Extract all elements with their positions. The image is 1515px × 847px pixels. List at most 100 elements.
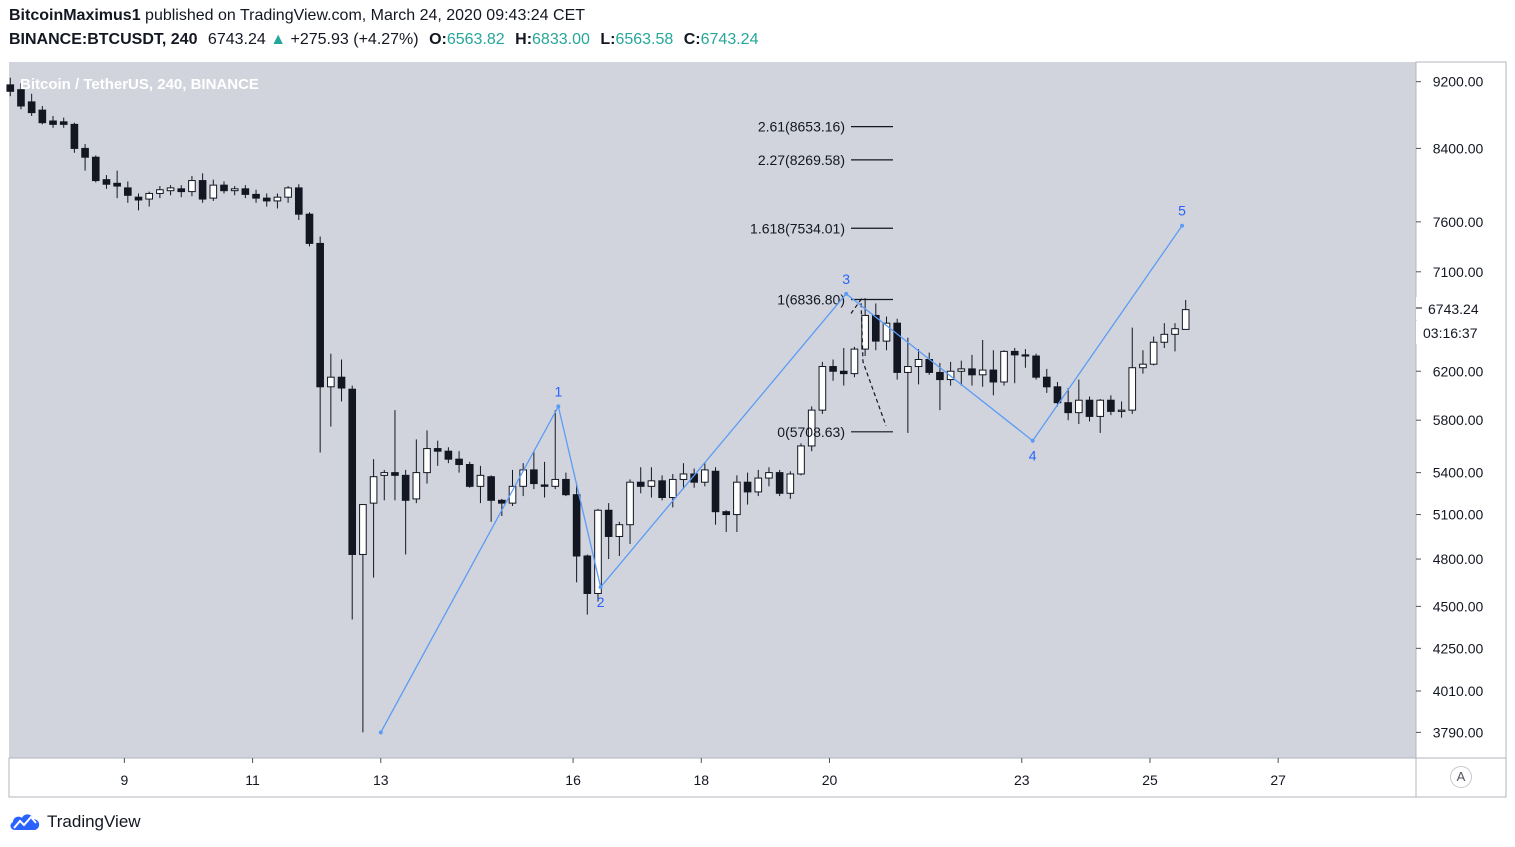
- candle: [572, 483, 581, 583]
- candle-body: [273, 196, 282, 202]
- candle: [230, 186, 239, 196]
- wave-point: [598, 585, 603, 590]
- candle-body: [722, 511, 731, 516]
- candle-body: [444, 450, 453, 460]
- candle-body: [861, 314, 869, 350]
- candle-body: [604, 509, 613, 537]
- candle: [359, 504, 367, 733]
- wave-point: [844, 291, 849, 296]
- candle: [6, 77, 15, 97]
- candle: [1181, 299, 1190, 330]
- price-tick-label: 4250.00: [1433, 640, 1484, 656]
- candle-body: [871, 314, 880, 342]
- price-tick-label: 6200.00: [1433, 363, 1484, 379]
- fib-trend-line: [850, 297, 887, 427]
- candle: [871, 303, 880, 351]
- wave-label: 4: [1029, 448, 1037, 464]
- countdown-label: 03:16:37: [1423, 325, 1478, 341]
- candle: [316, 236, 324, 453]
- candle: [807, 406, 816, 452]
- candle: [583, 554, 592, 615]
- price-tick-label: 4500.00: [1433, 598, 1484, 614]
- close-label: C:: [683, 31, 701, 48]
- candle: [1139, 350, 1147, 374]
- plot-area[interactable]: [9, 62, 1416, 758]
- candle: [1010, 347, 1019, 384]
- candle-body: [198, 180, 207, 200]
- candle-body: [337, 376, 346, 389]
- candle-body: [1021, 354, 1030, 357]
- candle-body: [904, 366, 912, 373]
- open-value: 6563.82: [446, 31, 505, 48]
- wave-label: 3: [842, 271, 850, 287]
- time-tick-label: 13: [373, 772, 389, 788]
- candle-body: [1171, 328, 1179, 335]
- candle: [615, 521, 624, 556]
- author-name[interactable]: BitcoinMaximus1: [9, 7, 141, 24]
- candle: [1042, 368, 1051, 393]
- candle: [978, 339, 987, 387]
- candle: [156, 186, 164, 199]
- candle: [530, 451, 538, 490]
- candle: [49, 115, 57, 128]
- candle-body: [241, 188, 250, 195]
- candle: [380, 469, 389, 501]
- candle: [647, 467, 656, 498]
- candle: [893, 318, 901, 380]
- candle: [743, 472, 752, 505]
- low-label: L:: [600, 31, 616, 48]
- candle: [765, 467, 773, 487]
- wave-point: [378, 730, 383, 735]
- up-arrow-icon: ▲: [270, 31, 287, 48]
- wave-label: 5: [1178, 203, 1186, 219]
- candle-body: [807, 409, 816, 447]
- candle-body: [583, 555, 592, 594]
- candle-body: [850, 348, 859, 375]
- candle-body: [1149, 341, 1158, 365]
- candle: [412, 439, 421, 504]
- close-value: 6743.24: [700, 31, 759, 48]
- candle: [369, 459, 378, 578]
- candle: [337, 359, 346, 402]
- candle-body: [487, 476, 495, 501]
- time-tick-label: 20: [822, 772, 838, 788]
- candle: [177, 185, 186, 198]
- candle: [540, 461, 549, 498]
- candle-body: [754, 477, 763, 493]
- price-tick-label: 5100.00: [1433, 507, 1484, 523]
- candle: [327, 353, 335, 427]
- candle-body: [1085, 399, 1094, 417]
- candle: [711, 467, 720, 525]
- candle: [113, 170, 121, 199]
- open-label: O:: [429, 31, 447, 48]
- candle-body: [626, 481, 634, 526]
- candle-body: [498, 499, 506, 504]
- time-axis[interactable]: [8, 757, 1417, 798]
- candle-body: [284, 187, 292, 198]
- candle: [508, 469, 517, 506]
- price-axis[interactable]: [1415, 61, 1507, 759]
- auto-scale-button[interactable]: A: [1450, 766, 1472, 788]
- wave-path: [380, 225, 1183, 733]
- candle: [690, 468, 698, 488]
- wave-point: [1030, 438, 1035, 443]
- candle: [498, 498, 506, 516]
- candle: [904, 337, 912, 433]
- candle-body: [294, 187, 303, 215]
- price-tick-label: 7100.00: [1433, 264, 1484, 280]
- candle-body: [359, 504, 367, 555]
- candle: [70, 122, 79, 153]
- candle-body: [412, 472, 421, 500]
- candle-body: [914, 359, 923, 368]
- tradingview-logo[interactable]: TradingView: [9, 812, 141, 832]
- candle-body: [530, 469, 538, 485]
- candle: [455, 451, 463, 473]
- candle-body: [1096, 399, 1105, 417]
- candle-body: [957, 368, 966, 372]
- candle: [433, 440, 442, 466]
- candle-body: [829, 366, 837, 372]
- candle-body: [220, 184, 228, 192]
- time-tick-label: 23: [1014, 772, 1030, 788]
- candle-body: [455, 458, 463, 466]
